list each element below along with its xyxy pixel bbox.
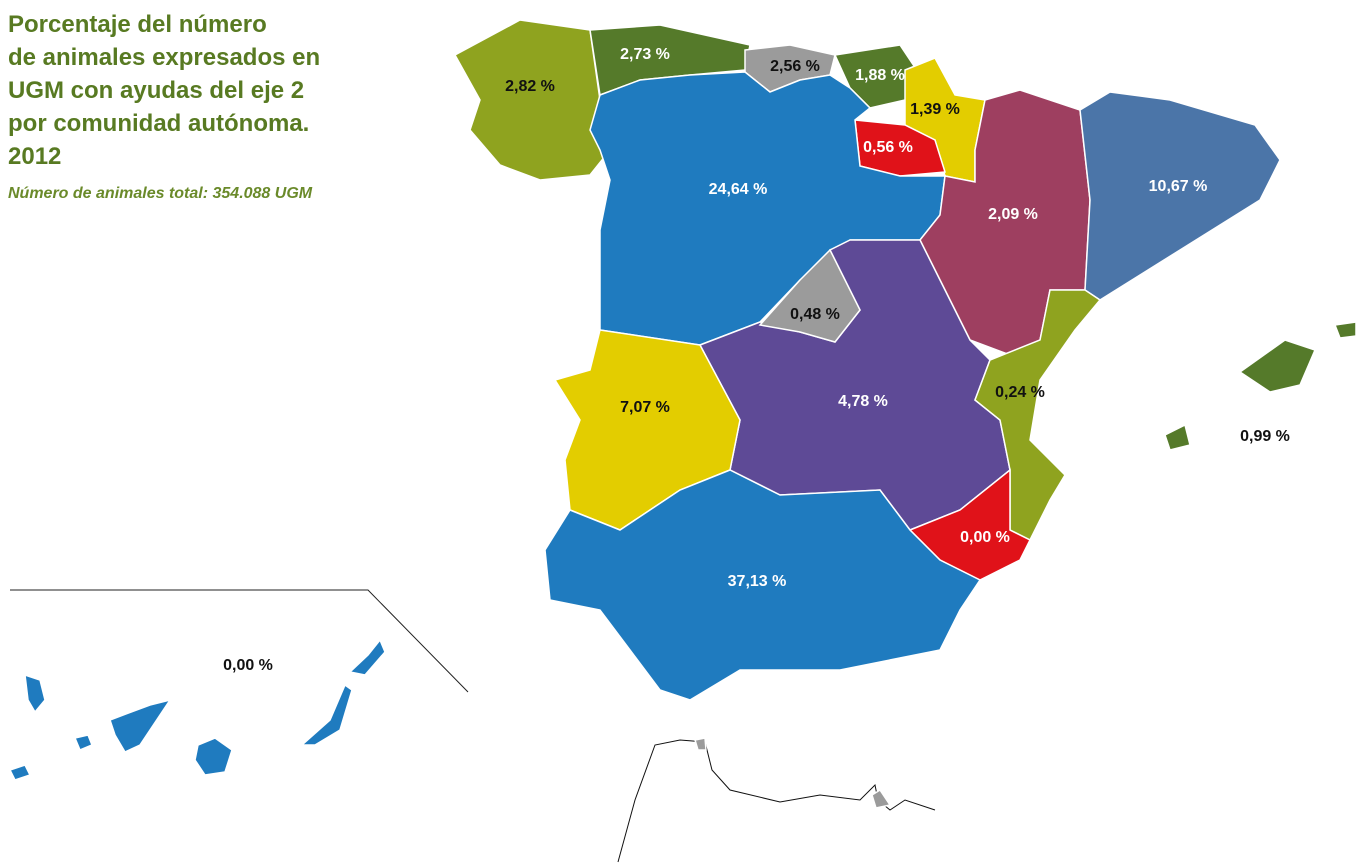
island xyxy=(194,737,233,776)
region-label: 10,67 % xyxy=(1149,178,1208,195)
title-line: UGM con ayudas del eje 2 xyxy=(8,77,304,104)
region-label: 24,64 % xyxy=(709,181,768,198)
enclave xyxy=(694,737,707,751)
title-line: por comunidad autónoma. xyxy=(8,110,309,137)
island xyxy=(73,734,93,751)
region-label: 0,48 % xyxy=(790,306,840,323)
island xyxy=(24,673,46,714)
island xyxy=(1164,423,1191,451)
region-label: 0,00 % xyxy=(960,529,1010,546)
region xyxy=(453,19,611,181)
enclave xyxy=(871,788,892,809)
region-label: 0,99 % xyxy=(1240,428,1290,445)
region-label: 4,78 % xyxy=(838,393,888,410)
region-label: 1,39 % xyxy=(910,101,960,118)
island xyxy=(348,638,386,676)
island xyxy=(109,698,172,753)
region xyxy=(544,469,982,701)
region-label: 37,13 % xyxy=(728,573,787,590)
title-line: 2012 xyxy=(8,143,61,170)
island xyxy=(300,683,353,746)
island xyxy=(1238,339,1317,393)
region xyxy=(974,289,1102,542)
region-label: 2,73 % xyxy=(620,46,670,63)
regions xyxy=(8,19,1357,781)
title: Porcentaje del número de animales expres… xyxy=(8,11,320,202)
subtitle: Número de animales total: 354.088 UGM xyxy=(8,185,313,202)
region-label: 0,00 % xyxy=(223,657,273,674)
island xyxy=(1333,321,1357,339)
region-label: 7,07 % xyxy=(620,399,670,416)
island xyxy=(8,764,32,781)
region xyxy=(1079,91,1281,301)
labels: 2,82 % 2,73 % 2,56 % 1,88 % 1,39 % 0,56 … xyxy=(223,46,1290,674)
africa-coast xyxy=(617,739,936,863)
region-label: 0,56 % xyxy=(863,139,913,156)
canary-frame xyxy=(10,589,469,693)
region-label: 1,88 % xyxy=(855,67,905,84)
title-line: de animales expresados en xyxy=(8,44,320,71)
region xyxy=(758,248,861,343)
region-label: 2,09 % xyxy=(988,206,1038,223)
region-label: 2,56 % xyxy=(770,58,820,75)
region-label: 0,24 % xyxy=(995,384,1045,401)
region-label: 2,82 % xyxy=(505,78,555,95)
title-line: Porcentaje del número xyxy=(8,11,267,38)
